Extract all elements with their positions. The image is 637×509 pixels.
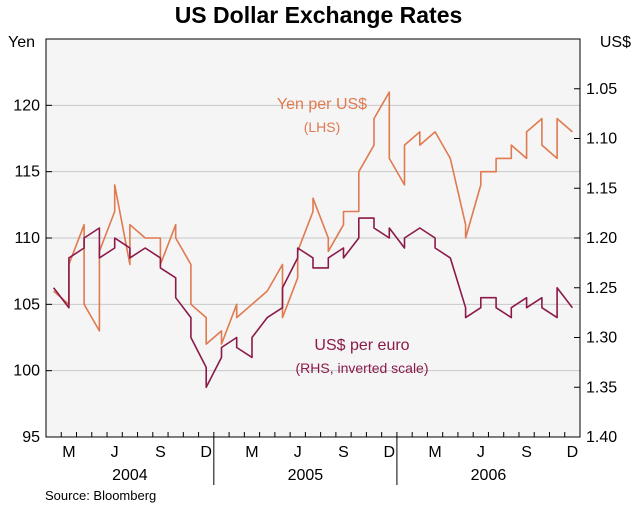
- month-label: M: [428, 444, 441, 461]
- right-tick-label: 1.05: [586, 81, 617, 98]
- month-label: J: [111, 444, 119, 461]
- right-tick-label: 1.40: [586, 429, 617, 446]
- month-label: J: [477, 444, 485, 461]
- year-label: 2006: [471, 467, 507, 484]
- series-note-euro: (RHS, inverted scale): [295, 360, 428, 376]
- series-line-yen: [53, 91, 573, 345]
- right-tick-label: 1.15: [586, 180, 617, 197]
- left-tick-label: 120: [13, 97, 40, 114]
- series-label-euro: US$ per euro: [314, 337, 409, 354]
- series-line-euro: [52, 217, 574, 389]
- right-tick-label: 1.20: [586, 230, 617, 247]
- month-label: M: [245, 444, 258, 461]
- month-label: D: [567, 444, 579, 461]
- year-label: 2004: [112, 467, 148, 484]
- year-label: 2005: [288, 467, 324, 484]
- right-tick-label: 1.25: [586, 280, 617, 297]
- series-label-yen: Yen per US$: [277, 96, 367, 113]
- month-label: S: [521, 444, 532, 461]
- left-tick-label: 115: [14, 164, 40, 181]
- left-tick-label: 110: [14, 230, 40, 247]
- source-note: Source: Bloomberg: [45, 488, 157, 503]
- month-label: S: [338, 444, 349, 461]
- month-label: M: [62, 444, 75, 461]
- chart-title: US Dollar Exchange Rates: [174, 2, 463, 28]
- right-tick-label: 1.10: [586, 131, 617, 148]
- left-tick-label: 100: [13, 363, 40, 380]
- left-tick-label: 105: [13, 296, 40, 313]
- right-tick-label: 1.30: [586, 330, 617, 347]
- left-tick-label: 95: [22, 429, 40, 446]
- right-axis-unit: US$: [599, 34, 631, 51]
- series-note-yen: (LHS): [304, 119, 341, 135]
- month-label: J: [294, 444, 302, 461]
- month-label: S: [155, 444, 166, 461]
- left-axis-unit: Yen: [8, 34, 35, 51]
- right-tick-label: 1.35: [586, 379, 617, 396]
- month-label: D: [200, 444, 212, 461]
- month-label: D: [384, 444, 396, 461]
